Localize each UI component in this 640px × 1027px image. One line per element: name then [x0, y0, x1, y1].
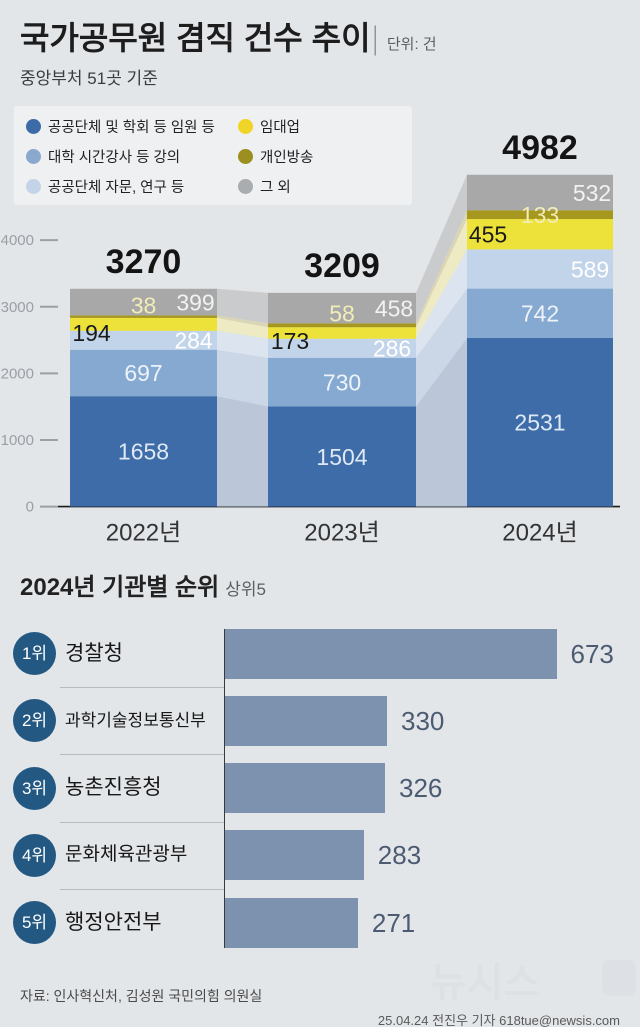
svg-text:58: 58	[329, 300, 355, 326]
svg-text:38: 38	[131, 292, 157, 318]
svg-text:742: 742	[521, 301, 559, 327]
svg-text:284: 284	[174, 328, 213, 354]
svg-text:133: 133	[521, 202, 559, 228]
svg-text:4000: 4000	[1, 232, 34, 249]
svg-text:697: 697	[124, 360, 162, 386]
svg-text:1658: 1658	[118, 439, 169, 465]
svg-text:3000: 3000	[1, 299, 34, 316]
svg-text:532: 532	[573, 180, 611, 206]
svg-text:173: 173	[271, 328, 309, 354]
svg-text:2531: 2531	[514, 410, 565, 436]
svg-text:0: 0	[26, 499, 34, 516]
svg-text:730: 730	[323, 369, 361, 395]
svg-text:589: 589	[571, 256, 609, 282]
svg-text:3209: 3209	[304, 247, 380, 285]
svg-text:2022년: 2022년	[106, 520, 181, 545]
svg-text:1000: 1000	[1, 432, 34, 449]
svg-text:458: 458	[375, 295, 413, 321]
svg-text:194: 194	[72, 320, 111, 346]
svg-text:2000: 2000	[1, 365, 34, 382]
svg-text:3270: 3270	[106, 243, 182, 281]
svg-text:4982: 4982	[502, 129, 578, 167]
svg-text:2023년: 2023년	[304, 520, 379, 545]
svg-text:2024년: 2024년	[502, 520, 577, 545]
svg-text:455: 455	[469, 221, 507, 247]
svg-text:286: 286	[373, 336, 411, 362]
svg-text:뉴시스: 뉴시스	[430, 961, 540, 1005]
svg-text:399: 399	[176, 289, 214, 315]
svg-text:1504: 1504	[316, 444, 367, 470]
